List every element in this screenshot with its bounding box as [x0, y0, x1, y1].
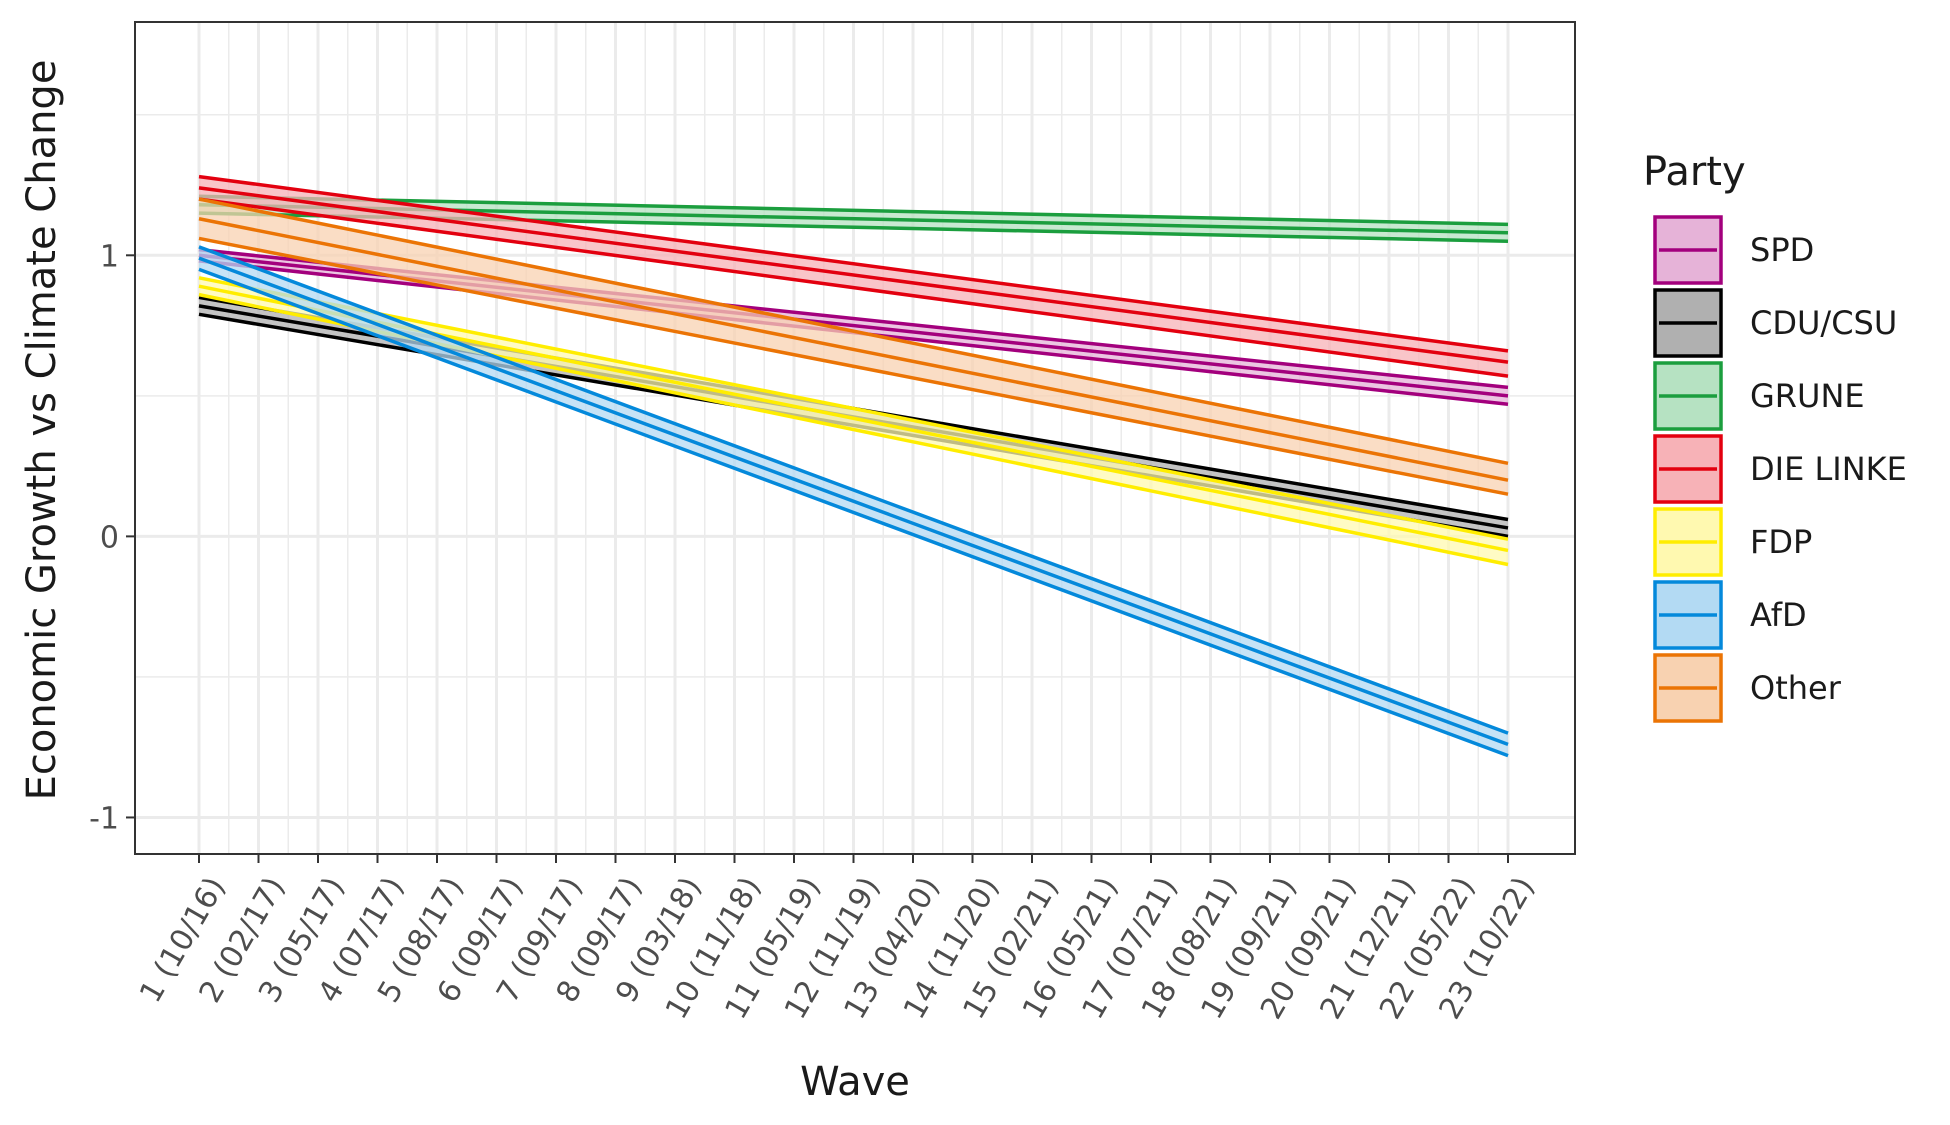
y-axis: -1 0 1 — [89, 239, 135, 836]
legend-label: DIE LINKE — [1750, 450, 1907, 488]
legend-item: DIE LINKE — [1653, 434, 1907, 504]
legend-item: Other — [1653, 653, 1842, 723]
confidence-band — [199, 199, 1508, 495]
series-die-linke — [198, 174, 1509, 378]
lower-bound-line — [198, 267, 1509, 758]
upper-bound-line — [198, 174, 1509, 353]
panel-border — [134, 21, 1576, 855]
legend-item: CDU/CSU — [1653, 288, 1897, 358]
legend-label: SPD — [1750, 231, 1814, 269]
y-tick-label: -1 — [89, 801, 119, 836]
upper-bound-line — [198, 197, 1509, 466]
legend-label: AfD — [1750, 596, 1807, 634]
x-axis-title: Wave — [800, 1059, 910, 1105]
legend-label: Other — [1750, 669, 1842, 707]
trend-line — [198, 217, 1509, 482]
y-axis-title: Economic Growth vs Climate Change — [19, 60, 65, 801]
series-other — [198, 197, 1509, 496]
confidence-band — [199, 277, 1508, 565]
legend-label: FDP — [1750, 523, 1812, 561]
upper-bound-line — [198, 245, 1509, 735]
lower-bound-line — [198, 236, 1509, 496]
upper-bound-line — [198, 194, 1509, 227]
legend: Party SPD CDU/CSU GRUNE DIE LINKE FDP AfD Othe… — [1643, 149, 1907, 723]
legend-title: Party — [1643, 149, 1746, 195]
legend-label: GRUNE — [1750, 377, 1865, 415]
plot-panel — [134, 21, 1576, 855]
legend-item: AfD — [1653, 580, 1807, 650]
legend-label: CDU/CSU — [1750, 304, 1897, 342]
trend-line — [198, 186, 1509, 364]
legend-item: SPD — [1653, 215, 1814, 285]
series-afd — [198, 245, 1509, 758]
lower-bound-line — [198, 197, 1509, 378]
legend-item: FDP — [1653, 507, 1812, 577]
legend-item: GRUNE — [1653, 361, 1865, 431]
upper-bound-line — [198, 276, 1509, 541]
y-tick-label: 1 — [100, 239, 119, 274]
trend-line — [198, 256, 1509, 747]
y-tick-label: 0 — [100, 520, 119, 555]
